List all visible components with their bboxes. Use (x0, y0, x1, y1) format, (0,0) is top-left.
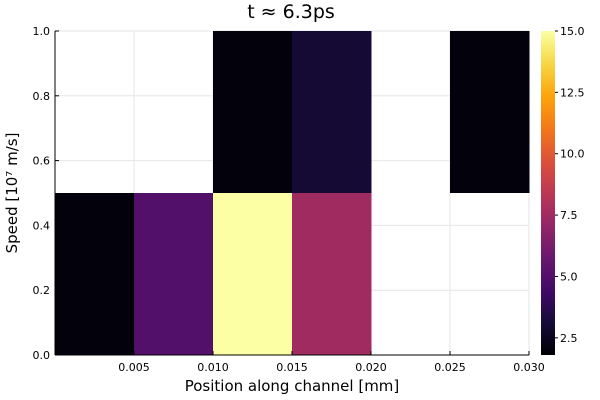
colorbar-tick-label: 2.5 (560, 332, 578, 345)
x-tick-label: 0.005 (118, 361, 150, 374)
y-tick-label: 0.2 (33, 284, 51, 297)
y-tick-label: 0.8 (33, 90, 51, 103)
colorbar-tick-label: 7.5 (560, 209, 578, 222)
y-axis-ticks: 0.0 0.2 0.4 0.6 0.8 1.0 (33, 25, 59, 362)
x-tick-label: 0.010 (197, 361, 229, 374)
heatmap-cells (55, 31, 530, 355)
colorbar-gradient (541, 31, 555, 355)
x-tick-label: 0.020 (355, 361, 387, 374)
y-tick-label: 0.0 (33, 349, 51, 362)
heatmap-cell (134, 193, 214, 355)
y-tick-label: 1.0 (33, 25, 51, 38)
x-axis-ticks: 0.005 0.010 0.015 0.020 0.025 0.030 (118, 351, 545, 374)
y-tick-label: 0.4 (33, 219, 51, 232)
y-axis-label: Speed [10⁷ m/s] (3, 133, 21, 254)
chart-title: t ≈ 6.3ps (247, 1, 335, 23)
heatmap-cell (213, 193, 293, 355)
y-tick-label: 0.6 (33, 155, 51, 168)
x-tick-label: 0.025 (434, 361, 466, 374)
heatmap-cell (450, 31, 530, 193)
colorbar-tick-label: 10.0 (560, 148, 585, 161)
heatmap-cell (213, 31, 293, 193)
x-axis-label: Position along channel [mm] (185, 377, 400, 395)
x-tick-label: 0.030 (513, 361, 545, 374)
colorbar-tick-label: 5.0 (560, 270, 578, 283)
heatmap-cell (292, 31, 372, 193)
colorbar-tick-label: 15.0 (560, 25, 585, 38)
x-tick-label: 0.015 (276, 361, 308, 374)
heatmap-cell (55, 193, 135, 355)
colorbar-tick-label: 12.5 (560, 86, 585, 99)
colorbar-ticks: 2.5 5.0 7.5 10.0 12.5 15.0 (555, 25, 585, 345)
heatmap-cell (292, 193, 372, 355)
colorbar: 2.5 5.0 7.5 10.0 12.5 15.0 (541, 25, 585, 355)
